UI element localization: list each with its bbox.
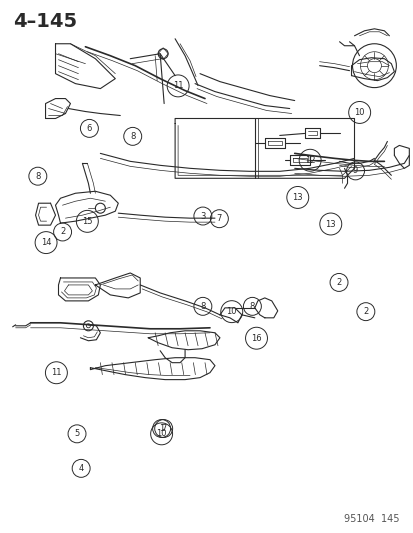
Text: 7: 7	[161, 424, 166, 433]
Text: 10: 10	[354, 108, 364, 117]
Text: 2: 2	[362, 307, 368, 316]
Text: 15: 15	[82, 217, 93, 226]
Text: 6: 6	[86, 124, 92, 133]
Text: 2: 2	[336, 278, 341, 287]
Text: 5: 5	[74, 430, 79, 438]
Text: 11: 11	[173, 82, 183, 91]
Text: 16: 16	[251, 334, 261, 343]
Text: 4–145: 4–145	[13, 12, 76, 31]
Text: 7: 7	[216, 214, 221, 223]
Text: 1: 1	[159, 424, 164, 433]
Text: 95104  145: 95104 145	[343, 514, 399, 524]
Text: 8: 8	[249, 302, 254, 311]
Text: 13: 13	[292, 193, 302, 202]
Text: 2: 2	[60, 228, 65, 237]
Text: 3: 3	[200, 212, 205, 221]
Text: 9: 9	[352, 166, 357, 175]
Text: 14: 14	[41, 238, 51, 247]
Text: 10: 10	[226, 307, 236, 316]
Text: 10: 10	[156, 430, 166, 438]
Text: 4: 4	[78, 464, 83, 473]
Text: 8: 8	[35, 172, 40, 181]
Text: 12: 12	[304, 156, 315, 165]
Text: 8: 8	[130, 132, 135, 141]
Text: 8: 8	[200, 302, 205, 311]
Text: 11: 11	[51, 368, 62, 377]
Text: 13: 13	[325, 220, 335, 229]
